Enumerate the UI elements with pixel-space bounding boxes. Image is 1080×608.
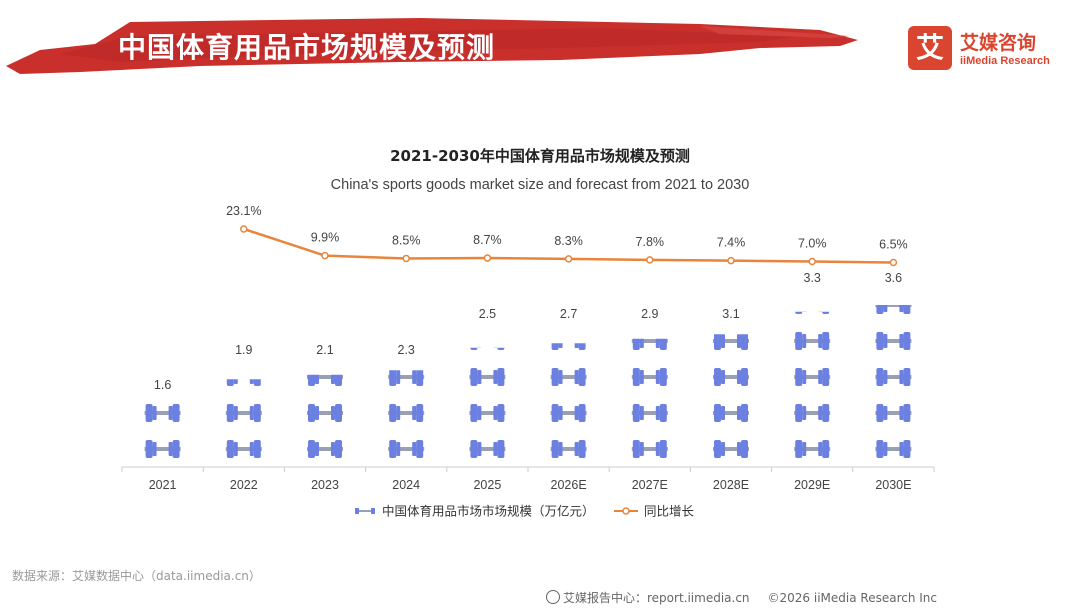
growth-point: [321, 251, 329, 260]
x-tick-label: 2027E: [632, 478, 668, 492]
bar-icon: [226, 379, 261, 386]
bar-icon: [225, 440, 262, 458]
copyright: ©2026 iiMedia Research Inc: [767, 591, 938, 605]
growth-point: [402, 254, 410, 263]
bar-icon: [469, 404, 506, 422]
bar-value-label: 2.9: [641, 307, 658, 321]
bar-icon: [307, 374, 343, 386]
bar-value-label: 2.1: [316, 343, 333, 357]
bar-icon: [713, 334, 749, 350]
page-title: 中国体育用品市场规模及预测: [118, 31, 496, 64]
growth-point: [646, 256, 654, 264]
bar-value-label: 2.5: [479, 307, 496, 321]
logo-name-en: iiMedia Research: [960, 55, 1050, 67]
bar-value-label: 2.7: [560, 307, 577, 321]
logo-name-cn: 艾媒咨询: [960, 32, 1037, 54]
bar-icon: [388, 370, 425, 386]
bar-icon: [470, 347, 505, 350]
bar-icon: [631, 404, 668, 422]
bar-icon: [713, 440, 749, 458]
bar-icon: [713, 368, 749, 386]
growth-point: [564, 255, 573, 263]
growth-value-label: 7.4%: [717, 236, 746, 250]
bar-icon: [631, 368, 668, 386]
x-tick-label: 2029E: [794, 478, 830, 492]
bar-icon: [631, 440, 668, 458]
bar-icon: [794, 332, 831, 350]
bar-icon: [794, 404, 831, 422]
bar-icon: [550, 440, 587, 458]
legend-bar-marker-right: [371, 508, 375, 514]
bar-icon: [875, 305, 912, 314]
bar-icon: [469, 440, 506, 458]
header-banner: [6, 18, 858, 74]
bar-icon: [551, 343, 586, 350]
bar-icon: [713, 404, 749, 422]
bar-icon: [144, 440, 181, 458]
bar-value-label: 2.3: [398, 343, 415, 357]
bar-icon: [550, 404, 587, 422]
bar-icon: [794, 440, 831, 458]
footer: 艾媒报告中心：report.iimedia.cn ©2026 iiMedia Re…: [546, 589, 937, 606]
growth-value-label: 23.1%: [226, 204, 261, 218]
legend-bar-marker-left: [355, 508, 359, 514]
x-tick-label: 2021: [149, 478, 177, 492]
growth-point: [240, 225, 248, 233]
bar-value-label: 1.6: [154, 378, 171, 392]
bar-icon: [875, 332, 912, 350]
bar-icon: [388, 404, 425, 422]
brand-logo: 艾 艾媒咨询 iiMedia Research: [908, 26, 1068, 72]
x-tick-label: 2025: [473, 478, 501, 492]
bar-icon: [307, 440, 343, 458]
legend-line-dot: [622, 507, 630, 515]
growth-point: [727, 256, 735, 265]
bar-icon: [307, 404, 343, 422]
bar-icon: [144, 404, 181, 422]
bar-value-label: 3.3: [804, 271, 821, 285]
data-source: 数据来源：艾媒数据中心（data.iimedia.cn）: [12, 569, 261, 583]
bar-value-label: 1.9: [235, 343, 252, 357]
bar-icon: [875, 440, 912, 458]
bar-icon: [875, 368, 912, 386]
growth-value-label: 6.5%: [879, 238, 908, 252]
growth-value-label: 7.0%: [798, 236, 827, 250]
growth-value-label: 8.3%: [554, 234, 583, 248]
legend-bar-label: 中国体育用品市场市场规模（万亿元）: [382, 504, 595, 519]
bar-icon: [388, 440, 425, 458]
growth-value-label: 8.5%: [392, 233, 421, 247]
bar-value-label: 3.6: [885, 271, 902, 285]
bar-icon: [225, 404, 262, 422]
bar-icon: [631, 338, 668, 350]
bar-icon: [469, 368, 506, 386]
x-tick-label: 2030E: [875, 478, 911, 492]
growth-point: [889, 258, 898, 267]
growth-point: [808, 257, 816, 266]
chart-title: 2021-2030年中国体育用品市场规模及预测: [390, 147, 690, 165]
bar-value-label: 3.1: [722, 307, 739, 321]
chart-subtitle: China's sports goods market size and for…: [330, 177, 750, 193]
bar-icon: [795, 311, 830, 314]
x-tick-label: 2028E: [713, 478, 749, 492]
growth-value-label: 8.7%: [473, 233, 502, 247]
bar-icon: [794, 368, 831, 386]
bar-icon: [875, 404, 912, 422]
growth-value-label: 9.9%: [311, 231, 340, 245]
report-center-link[interactable]: 艾媒报告中心：report.iimedia.cn: [563, 591, 750, 605]
legend-line-label: 同比增长: [644, 504, 695, 519]
growth-value-label: 7.8%: [636, 235, 665, 249]
logo-mark: 艾: [908, 26, 952, 70]
globe-icon: [546, 590, 560, 604]
bar-icon: [550, 368, 587, 386]
x-tick-label: 2023: [311, 478, 339, 492]
x-tick-label: 2026E: [551, 478, 587, 492]
x-tick-label: 2022: [230, 478, 258, 492]
x-tick-label: 2024: [392, 478, 420, 492]
growth-point: [483, 254, 492, 262]
